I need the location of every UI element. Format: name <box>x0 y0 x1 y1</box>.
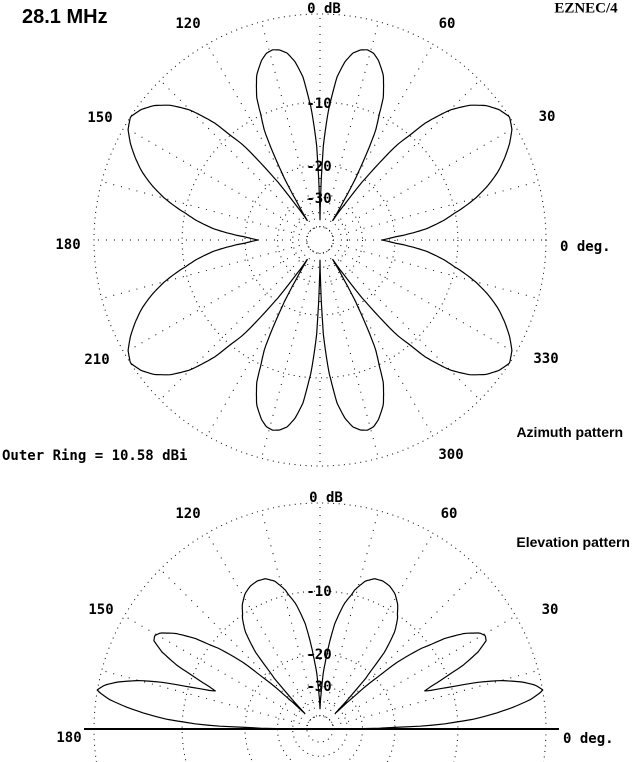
az-angle-label-180: 180 <box>55 237 81 253</box>
el-ring-label-m20: -20 <box>306 647 332 663</box>
el-angle-label-180: 180 <box>56 730 82 746</box>
frequency-label: 28.1 MHz <box>22 6 108 28</box>
az-angle-label-120: 120 <box>175 16 201 32</box>
az-ring-label-m10: -10 <box>306 96 332 112</box>
az-ring-label-m30: -30 <box>306 191 332 207</box>
app-name-label: EZNEC/4 <box>554 0 618 17</box>
el-angle-label-150: 150 <box>88 602 114 618</box>
elevation-plot-title: Elevation pattern <box>516 534 630 550</box>
elevation-polar-grid <box>84 502 559 762</box>
az-angle-label-300: 300 <box>438 447 464 463</box>
elevation-pattern-curve <box>96 578 544 730</box>
az-angle-label-330: 330 <box>533 351 559 367</box>
el-angle-label-60: 60 <box>440 506 458 522</box>
az-ring-label-0db: 0 dB <box>307 1 341 17</box>
az-angle-label-210: 210 <box>84 352 110 368</box>
outer-ring-gain-label: Outer Ring = 10.58 dBi <box>2 448 188 464</box>
el-angle-label-0deg: 0 deg. <box>563 731 614 747</box>
el-ring-label-m30: -30 <box>306 679 332 695</box>
el-angle-label-120: 120 <box>175 506 201 522</box>
az-angle-label-150: 150 <box>87 110 113 126</box>
el-angle-label-30: 30 <box>541 602 559 618</box>
el-ring-label-m10: -10 <box>306 584 332 600</box>
el-ring-label-0db: 0 dB <box>309 490 343 506</box>
az-angle-label-0deg: 0 deg. <box>560 239 611 255</box>
azimuth-polar-grid <box>93 13 547 467</box>
az-ring-label-m20: -20 <box>306 159 332 175</box>
az-angle-label-60: 60 <box>438 16 456 32</box>
azimuth-pattern-curve <box>127 49 513 431</box>
azimuth-plot-title: Azimuth pattern <box>516 424 623 440</box>
az-angle-label-30: 30 <box>538 109 556 125</box>
